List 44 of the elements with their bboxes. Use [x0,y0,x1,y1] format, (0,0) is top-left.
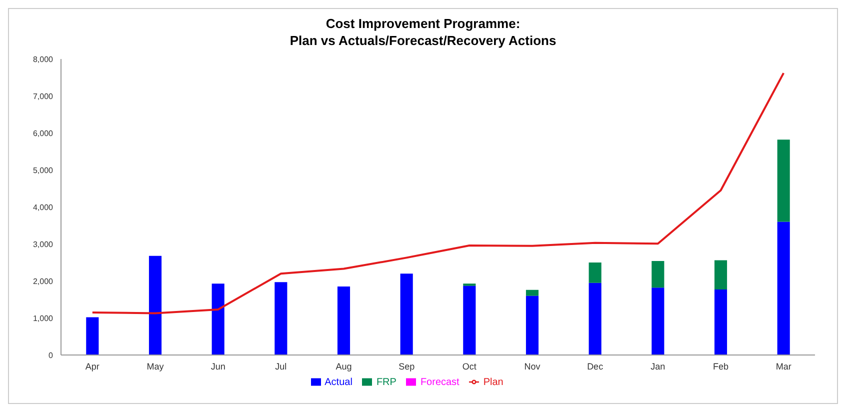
bar [148,256,162,355]
y-tick-label: 4,000 [32,202,54,212]
y-tick-label: 5,000 [32,166,54,175]
x-tick-label: Sep [398,361,415,372]
legend-label: Plan [483,377,504,388]
bar [526,290,539,296]
x-tick-label: Apr [85,361,100,372]
bar [777,140,790,222]
bar [714,260,728,290]
y-tick-label: 3,000 [32,240,54,249]
y-tick-label: 7,000 [32,92,54,101]
legend-label: FRP [376,377,396,388]
x-tick-label: May [146,361,164,372]
bar [714,290,728,355]
legend-label: Actual [324,377,352,388]
bar [400,274,413,355]
x-tick-label: Feb [712,361,729,372]
x-tick-label: Mar [776,361,792,372]
y-tick-label: 8,000 [32,54,54,64]
x-tick-label: Jul [275,361,287,372]
bar [777,222,790,355]
x-tick-label: Jan [650,361,666,372]
bar [588,282,602,355]
bar [652,288,664,355]
bar [463,286,476,355]
y-tick-label: 1,000 [32,314,54,323]
bar [337,286,350,355]
x-tick-label: Dec [587,361,604,372]
line-series [91,72,785,314]
x-tick-label: Oct [462,361,477,372]
y-tick-label: 6,000 [32,128,54,138]
bar [86,317,99,355]
chart-title: Cost Improvement Programme: Plan vs Actuals/Forecast/Recovery Actions [288,15,558,49]
y-tick-label: 0 [48,350,54,360]
legend-label: Forecast [420,377,460,388]
bar [274,282,288,355]
x-tick-label: Aug [336,361,352,372]
bar [652,261,664,288]
y-tick-label: 2,000 [32,276,54,286]
bar [212,284,224,355]
x-tick-label: Nov [524,361,541,372]
bar [588,262,602,283]
x-tick-label: Jun [210,361,226,372]
bar [526,296,539,355]
